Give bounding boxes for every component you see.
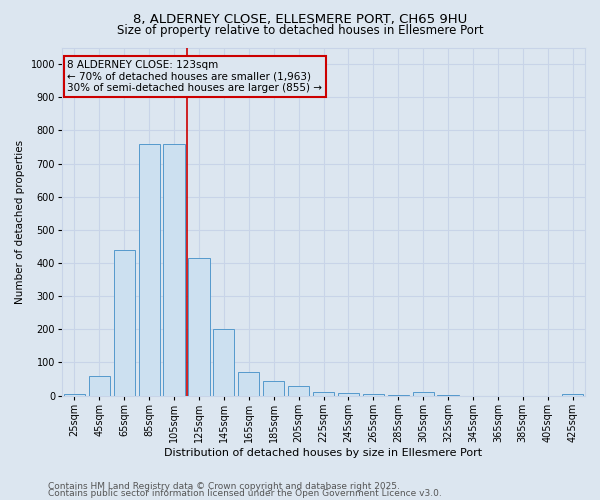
Text: 8, ALDERNEY CLOSE, ELLESMERE PORT, CH65 9HU: 8, ALDERNEY CLOSE, ELLESMERE PORT, CH65 … bbox=[133, 12, 467, 26]
Bar bbox=[313, 392, 334, 396]
Text: 8 ALDERNEY CLOSE: 123sqm
← 70% of detached houses are smaller (1,963)
30% of sem: 8 ALDERNEY CLOSE: 123sqm ← 70% of detach… bbox=[67, 60, 322, 93]
Text: Contains public sector information licensed under the Open Government Licence v3: Contains public sector information licen… bbox=[48, 490, 442, 498]
Bar bbox=[188, 258, 209, 396]
Y-axis label: Number of detached properties: Number of detached properties bbox=[15, 140, 25, 304]
Bar bbox=[388, 394, 409, 396]
Bar bbox=[338, 393, 359, 396]
Bar bbox=[413, 392, 434, 396]
Bar bbox=[288, 386, 309, 396]
Bar bbox=[263, 380, 284, 396]
Bar bbox=[163, 144, 185, 396]
Text: Size of property relative to detached houses in Ellesmere Port: Size of property relative to detached ho… bbox=[116, 24, 484, 37]
Bar bbox=[562, 394, 583, 396]
Bar bbox=[363, 394, 384, 396]
X-axis label: Distribution of detached houses by size in Ellesmere Port: Distribution of detached houses by size … bbox=[164, 448, 482, 458]
Bar bbox=[213, 329, 235, 396]
Bar bbox=[64, 394, 85, 396]
Bar bbox=[89, 376, 110, 396]
Text: Contains HM Land Registry data © Crown copyright and database right 2025.: Contains HM Land Registry data © Crown c… bbox=[48, 482, 400, 491]
Bar bbox=[139, 144, 160, 396]
Bar bbox=[238, 372, 259, 396]
Bar bbox=[437, 395, 458, 396]
Bar bbox=[113, 250, 135, 396]
